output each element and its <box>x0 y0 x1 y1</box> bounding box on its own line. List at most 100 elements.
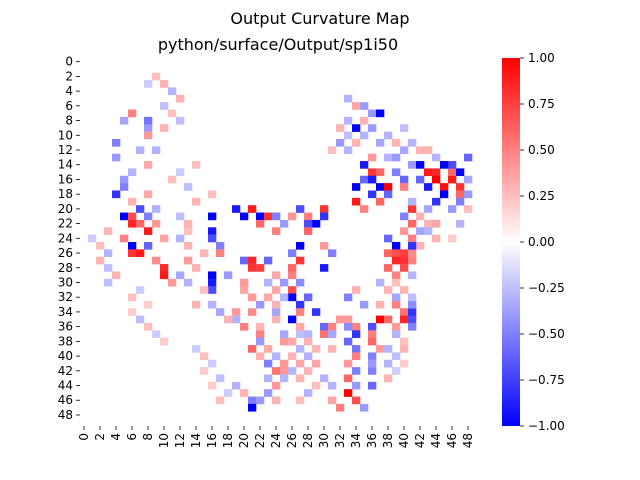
heatmap-cell <box>264 345 273 353</box>
heatmap-cell <box>280 278 289 287</box>
heatmap-cell <box>232 205 241 213</box>
colorbar-tick-label: −1.00 <box>528 419 565 433</box>
heatmap-cell <box>160 124 169 132</box>
heatmap-cell <box>432 168 441 177</box>
heatmap-cell <box>360 175 369 184</box>
y-tick-label: 16 <box>58 172 73 186</box>
x-tick-label: 12 <box>173 433 187 448</box>
heatmap-cell <box>296 242 305 250</box>
heatmap-cell <box>288 367 297 375</box>
heatmap-cell <box>368 153 377 162</box>
heatmap-cell <box>320 242 329 250</box>
heatmap-cell <box>392 293 401 302</box>
heatmap-cell <box>352 345 361 353</box>
heatmap-cell <box>384 190 393 199</box>
heatmap-cell <box>352 396 361 405</box>
heatmap-cell <box>440 190 449 199</box>
heatmap-cell <box>168 87 177 96</box>
x-tick-label: 20 <box>237 433 251 448</box>
heatmap-cell <box>400 308 409 316</box>
heatmap-cell <box>464 190 473 199</box>
heatmap-cell <box>200 367 209 375</box>
colorbar-tick-label: −0.75 <box>528 373 565 387</box>
heatmap-cell <box>464 205 473 213</box>
y-tick-label: 8 <box>65 114 73 128</box>
heatmap-cell <box>160 234 169 243</box>
heatmap-cell <box>352 102 361 110</box>
y-tick-label: 22 <box>58 217 73 231</box>
heatmap-cell <box>184 183 193 191</box>
heatmap-cell <box>104 249 113 258</box>
heatmap-cell <box>408 256 417 265</box>
colorbar-gradient <box>502 58 520 426</box>
heatmap-cell <box>136 315 145 324</box>
heatmap-cell <box>232 315 241 324</box>
heatmap-cell <box>208 278 217 287</box>
heatmap-cell <box>144 227 153 235</box>
heatmap-cell <box>392 352 401 361</box>
y-tick-label: 18 <box>58 187 73 201</box>
heatmap-cell <box>208 286 217 294</box>
heatmap-cell <box>104 227 113 235</box>
heatmap-cell <box>400 264 409 272</box>
heatmap-cell <box>112 138 121 147</box>
heatmap-cell <box>256 300 265 309</box>
heatmap-cell <box>288 249 297 258</box>
heatmap-cell <box>176 234 185 243</box>
heatmap-cell <box>408 138 417 147</box>
heatmap-cell <box>272 396 281 405</box>
heatmap-cell <box>248 345 257 353</box>
heatmap-cell <box>320 205 329 213</box>
heatmap-cell <box>352 286 361 294</box>
heatmap-cell <box>120 212 129 221</box>
heatmap-cell <box>208 212 217 221</box>
heatmap-cell <box>408 234 417 243</box>
heatmap-cell <box>128 212 137 221</box>
heatmap-cell <box>376 197 385 206</box>
heatmap-cell <box>424 205 433 213</box>
heatmap-cell <box>128 293 137 302</box>
heatmap-cell <box>328 345 337 353</box>
heatmap-cell <box>280 219 289 228</box>
heatmap-cell <box>312 345 321 353</box>
heatmap-cell <box>232 308 241 316</box>
heatmap-cell <box>408 249 417 258</box>
y-tick-label: 38 <box>58 334 73 348</box>
heatmap-cell <box>256 264 265 272</box>
y-tick-label: 2 <box>65 69 73 83</box>
heatmap-cell <box>344 359 353 368</box>
heatmap-cell <box>376 345 385 353</box>
heatmap-cell <box>248 205 257 213</box>
heatmap-cell <box>320 264 329 272</box>
heatmap-cell <box>344 315 353 324</box>
heatmap-cell <box>416 242 425 250</box>
heatmap-cell <box>408 271 417 280</box>
heatmap-cell <box>320 322 329 331</box>
heatmap-cell <box>448 205 457 213</box>
heatmap-cell <box>352 367 361 375</box>
heatmap-cell <box>240 322 249 331</box>
heatmap-cell <box>368 168 377 177</box>
x-tick-label: 42 <box>413 433 427 448</box>
heatmap-cell <box>424 219 433 228</box>
heatmap-cell <box>264 293 273 302</box>
heatmap-cell <box>392 249 401 258</box>
heatmap-cell <box>280 337 289 346</box>
heatmap-cell <box>384 374 393 383</box>
heatmap-cell <box>304 219 313 228</box>
heatmap-cell <box>432 175 441 184</box>
heatmap-cell <box>144 190 153 199</box>
heatmap-cell <box>360 205 369 213</box>
heatmap-cell <box>384 286 393 294</box>
heatmap-cell <box>192 197 201 206</box>
heatmap-cell <box>176 212 185 221</box>
heatmap-cell <box>328 322 337 331</box>
heatmap-cell <box>344 293 353 302</box>
heatmap-cell <box>216 374 225 383</box>
heatmap-cell <box>256 396 265 405</box>
heatmap-cell <box>288 212 297 221</box>
heatmap-cell <box>400 146 409 154</box>
heatmap-cell <box>344 94 353 103</box>
y-tick-label: 26 <box>58 246 73 260</box>
heatmap-cell <box>344 322 353 331</box>
